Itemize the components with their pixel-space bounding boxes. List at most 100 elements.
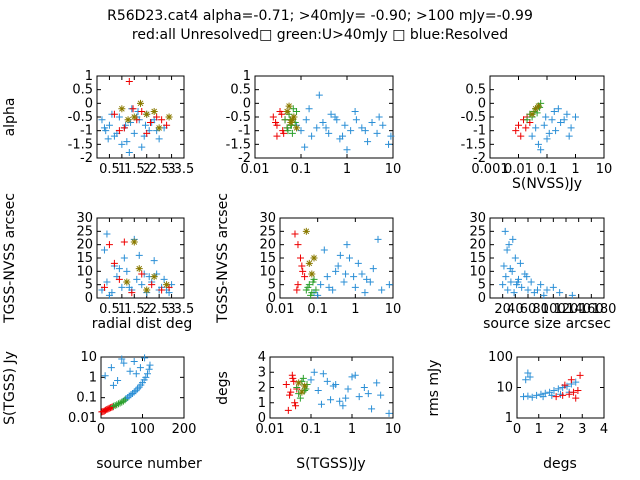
data-point	[125, 283, 133, 291]
y-tick-label: -0.5	[461, 110, 486, 125]
data-point	[319, 118, 327, 126]
x-tick-label: 0.1	[307, 302, 328, 317]
data-point	[516, 259, 524, 267]
data-point	[325, 129, 333, 137]
data-point	[288, 129, 296, 137]
y-tick-label: 30	[259, 211, 276, 226]
data-point	[115, 275, 123, 283]
data-point	[315, 91, 323, 99]
data-point	[355, 393, 363, 401]
data-point	[537, 146, 545, 154]
data-point	[291, 399, 299, 407]
data-point	[288, 371, 296, 379]
data-point	[294, 241, 302, 249]
data-point	[143, 129, 151, 137]
data-point	[325, 283, 333, 291]
data-point	[351, 371, 359, 379]
data-point	[515, 121, 522, 129]
data-point	[107, 364, 115, 372]
data-point	[509, 235, 517, 243]
data-point	[150, 273, 158, 281]
data-point	[528, 132, 536, 140]
data-point	[114, 400, 122, 408]
data-point	[507, 278, 515, 286]
y-tick-label: 5	[85, 278, 93, 293]
data-point	[288, 116, 296, 124]
data-point	[540, 121, 548, 129]
data-point	[528, 110, 536, 118]
data-point	[364, 138, 372, 146]
data-point	[532, 124, 540, 132]
y-tick-label: -0.5	[68, 110, 93, 125]
data-point	[109, 381, 117, 389]
y-tick-label: 0	[85, 96, 93, 111]
data-point	[294, 281, 302, 289]
data-point	[524, 392, 532, 400]
y-tick-label: -2	[473, 151, 486, 166]
data-point	[352, 116, 360, 124]
data-point	[269, 113, 277, 121]
data-point	[317, 400, 325, 408]
data-point	[108, 403, 116, 411]
data-point	[540, 291, 548, 299]
data-point	[340, 278, 348, 286]
x-tick-label: 140	[566, 302, 591, 317]
x-tick-label: 1	[118, 302, 126, 317]
x-tick-label: 0.01	[241, 162, 270, 177]
y-tick-label: 0.5	[72, 83, 93, 98]
data-point	[138, 108, 146, 116]
panel-6: 20406080100120140160180302520151050sourc…	[469, 211, 616, 332]
data-point	[287, 118, 295, 126]
data-point	[103, 278, 111, 286]
data-point	[118, 355, 126, 363]
data-point	[133, 275, 141, 283]
y-tick-label: -1.5	[226, 137, 251, 152]
y-tick-label: -1	[473, 124, 486, 139]
data-point	[549, 283, 557, 291]
data-point	[505, 241, 513, 249]
x-tick-label: 0.01	[266, 302, 295, 317]
y-tick-label: 10	[76, 264, 93, 279]
data-point	[537, 281, 545, 289]
data-point	[522, 124, 530, 132]
y-tick-label: -1.5	[68, 137, 93, 152]
data-point	[124, 116, 132, 124]
y-tick-label: 15	[259, 251, 276, 266]
data-point	[305, 105, 313, 113]
data-point	[514, 278, 522, 286]
x-tick-label: 20	[494, 302, 511, 317]
data-point	[136, 364, 144, 372]
x-tick-label: 0.5	[99, 162, 120, 177]
data-point	[160, 275, 168, 283]
data-point	[293, 286, 301, 294]
data-point	[374, 235, 382, 243]
y-axis-label: alpha	[2, 98, 18, 137]
data-point	[554, 105, 562, 113]
data-point	[570, 388, 578, 396]
data-point	[343, 241, 351, 249]
x-tick-label: 2.5	[149, 162, 170, 177]
data-point	[115, 265, 123, 273]
y-tick-label: -1	[80, 124, 93, 139]
data-point	[364, 390, 372, 398]
data-point	[100, 283, 108, 291]
data-point	[527, 278, 535, 286]
data-point	[503, 246, 511, 254]
data-point	[280, 129, 288, 137]
y-tick-label: 30	[469, 211, 486, 226]
data-point	[302, 116, 310, 124]
data-point	[101, 372, 109, 380]
data-point	[308, 270, 316, 278]
data-point	[361, 289, 369, 297]
data-point	[565, 390, 573, 398]
y-tick-label: 1	[258, 396, 266, 411]
data-point	[341, 121, 349, 129]
data-point	[123, 267, 131, 275]
data-point	[287, 388, 295, 396]
y-tick-label: 100	[488, 350, 513, 365]
y-tick-label: 0	[478, 96, 486, 111]
y-tick-label: 15	[469, 251, 486, 266]
